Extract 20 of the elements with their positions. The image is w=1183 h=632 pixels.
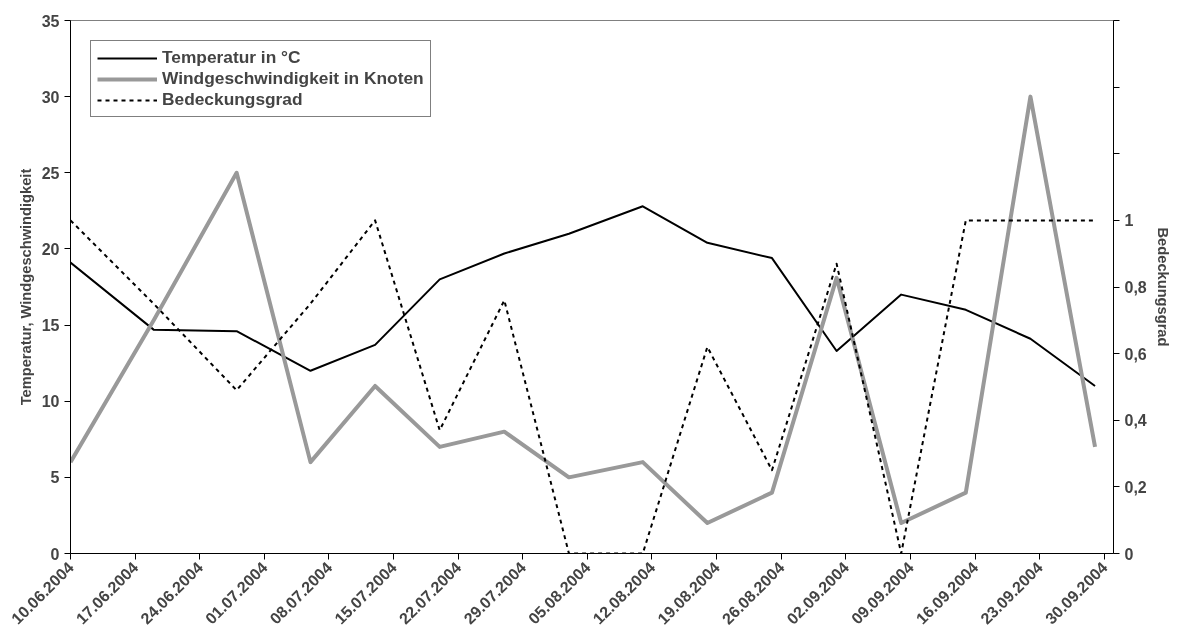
y-tick-label: 30	[41, 88, 60, 106]
y2-tick-label: 0,2	[1124, 478, 1147, 496]
legend-label: Bedeckungsgrad	[162, 89, 303, 110]
y2-tick-label: 0,8	[1124, 279, 1147, 296]
y2-tick-label: 0	[1124, 545, 1134, 563]
y-tick-label: 25	[41, 164, 60, 182]
y-tick-label: 15	[41, 317, 60, 335]
y-axis-title: Temperatur, Windgeschwindigkeit	[17, 168, 34, 406]
line-series	[70, 94, 1098, 526]
y-tick-label: 20	[41, 240, 60, 258]
y-tick-label: 0	[50, 545, 60, 563]
legend-label: Temperatur in °C	[162, 47, 301, 68]
y-tick-label: 5	[50, 469, 60, 487]
y2-axis-title: Bedeckungsgrad	[1154, 227, 1171, 347]
y2-tick-label: 0,4	[1124, 412, 1147, 430]
y2-tick-label: 0,6	[1124, 345, 1147, 363]
y2-tick-label: 1	[1124, 212, 1134, 230]
legend-label: Windgeschwindigkeit in Knoten	[162, 68, 424, 89]
y-tick-label: 10	[41, 393, 60, 411]
y-tick-label: 35	[41, 12, 60, 30]
